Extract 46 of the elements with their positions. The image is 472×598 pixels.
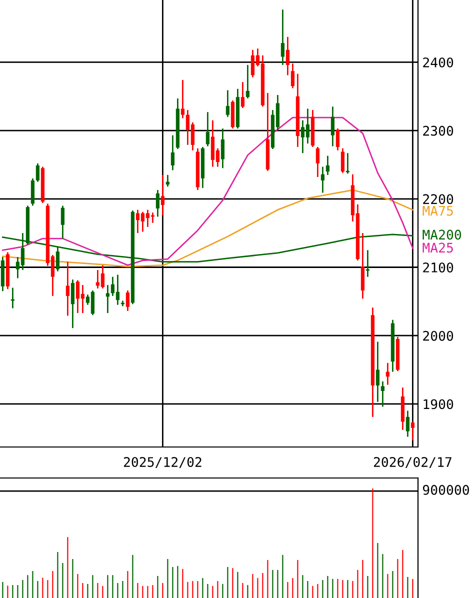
candlestick	[170, 134, 174, 171]
candlestick	[316, 146, 320, 178]
candlestick	[206, 111, 210, 147]
candlestick	[240, 81, 244, 109]
candlestick	[330, 106, 334, 147]
series-label: MA75	[422, 206, 453, 216]
x-tick-label: 2025/12/02	[124, 457, 202, 468]
series-label: MA200	[422, 230, 462, 240]
candlestick	[380, 380, 384, 408]
x-tick-label: 2026/02/17	[374, 457, 452, 468]
line-series	[2, 189, 414, 268]
candlestick	[286, 36, 290, 76]
candlestick	[166, 174, 170, 188]
candlestick	[36, 162, 40, 182]
candlestick	[126, 290, 130, 312]
candlestick	[406, 410, 410, 438]
candlestick	[226, 90, 230, 118]
y-tick-label: 1900	[424, 399, 454, 410]
candlestick	[360, 232, 364, 300]
y-tick-label: 2400	[423, 57, 454, 68]
candlestick	[320, 166, 324, 194]
candlestick	[66, 261, 70, 316]
text: 900000	[422, 484, 469, 495]
candlestick	[60, 205, 64, 240]
y-tick-label: 2100	[423, 262, 454, 272]
candlestick	[70, 278, 74, 329]
candlestick	[160, 174, 164, 216]
candlestick	[180, 79, 184, 119]
candlestick	[280, 8, 284, 66]
y-tick-label: 2000	[423, 330, 454, 341]
candlestick	[106, 284, 110, 314]
candlestick	[246, 64, 250, 100]
candlestick	[340, 148, 344, 174]
candlestick	[410, 421, 414, 441]
candlestick	[386, 362, 390, 386]
candlestick	[326, 155, 330, 176]
series-label: MA25	[422, 242, 453, 253]
y-tick-label: 2300	[423, 126, 454, 136]
line-series	[2, 116, 414, 266]
candlestick	[220, 128, 224, 169]
candlestick	[30, 178, 34, 206]
candlestick	[336, 128, 340, 152]
y-tick-label: 2200	[423, 194, 454, 204]
candlestick	[376, 341, 380, 403]
candlestick	[156, 189, 160, 218]
candlestick	[290, 62, 294, 89]
